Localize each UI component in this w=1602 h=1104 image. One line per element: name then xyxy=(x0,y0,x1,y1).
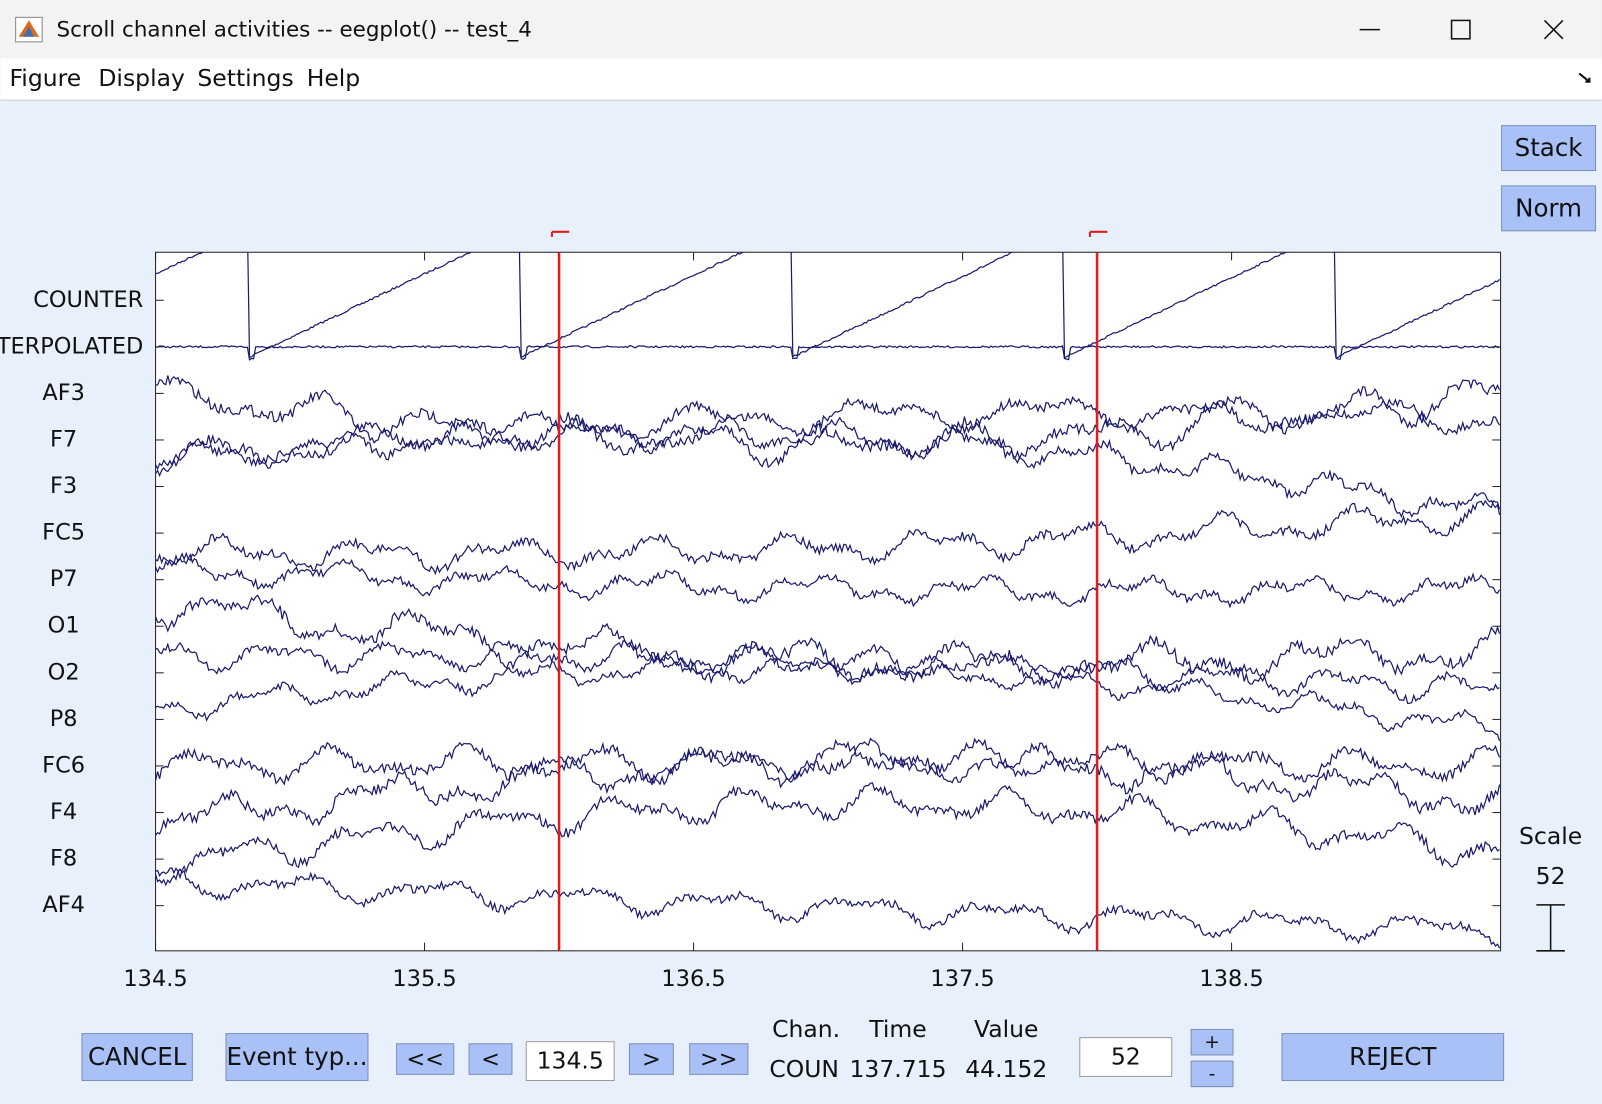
button-face xyxy=(1501,185,1597,232)
menu: Figure Display Settings Help xyxy=(10,64,361,92)
button-label: + xyxy=(1204,1032,1219,1053)
close-button[interactable] xyxy=(1543,19,1564,40)
x-tick-label: 137.5 xyxy=(930,966,994,992)
x-tick-label: 138.5 xyxy=(1199,966,1263,992)
button-face xyxy=(81,1033,193,1082)
status-value: 44.152 xyxy=(965,1055,1047,1083)
channel-label: F3 xyxy=(50,473,77,499)
button-face xyxy=(225,1033,369,1082)
button-label: Event typ... xyxy=(227,1042,368,1071)
window-title: Scroll channel activities -- eegplot() -… xyxy=(56,18,531,43)
button-label: Norm xyxy=(1515,193,1582,222)
cancel-button[interactable]: CANCEL xyxy=(81,1033,193,1082)
reject-button[interactable]: REJECT xyxy=(1281,1033,1505,1082)
button-face xyxy=(1190,1028,1234,1056)
prev-button[interactable]: < xyxy=(468,1043,513,1075)
plot-area xyxy=(155,251,1502,952)
event-marker xyxy=(1088,230,1108,237)
eeg-trace xyxy=(155,737,1501,836)
x-tick-label: 136.5 xyxy=(661,966,725,992)
eeg-trace xyxy=(155,499,1501,576)
eeg-trace xyxy=(155,638,1500,705)
maximize-button[interactable] xyxy=(1450,19,1471,40)
app-icon xyxy=(15,16,43,43)
button-label: CANCEL xyxy=(88,1042,187,1071)
button-label: >> xyxy=(700,1047,738,1073)
traces xyxy=(155,252,1501,949)
x-tick-label: 135.5 xyxy=(392,966,456,992)
status-header: Time xyxy=(868,1015,926,1043)
dock-icon[interactable] xyxy=(1578,72,1591,83)
button-face xyxy=(1190,1060,1234,1088)
scale-label: Scale xyxy=(1519,822,1582,850)
event-marker xyxy=(550,230,570,237)
scale-input-value: 52 xyxy=(1111,1043,1141,1071)
menu-item[interactable]: Display xyxy=(98,64,185,92)
channel-label: F7 xyxy=(50,426,77,452)
button-label: Stack xyxy=(1515,133,1584,162)
channel-label: P8 xyxy=(50,706,78,732)
button-label: << xyxy=(406,1047,444,1073)
x-tick-label: 134.5 xyxy=(123,966,187,992)
eeg-trace xyxy=(155,737,1501,786)
eeg-trace xyxy=(155,594,1501,690)
norm-button[interactable]: Norm xyxy=(1501,185,1597,232)
eeg-trace xyxy=(155,344,1500,361)
button-face xyxy=(1501,125,1597,172)
button-face xyxy=(1281,1033,1505,1082)
channel-label: FC6 xyxy=(42,752,85,778)
position-input[interactable]: 134.5 xyxy=(525,1041,615,1082)
channel-label: O2 xyxy=(48,659,80,685)
scale-input[interactable]: 52 xyxy=(1079,1037,1173,1077)
next-page-button[interactable]: >> xyxy=(689,1043,749,1075)
button-face xyxy=(689,1043,749,1075)
status-time: 137.715 xyxy=(849,1055,946,1083)
button-face xyxy=(628,1043,674,1075)
channel-label: P7 xyxy=(50,566,78,592)
eeg-trace xyxy=(155,782,1500,887)
channel-label: INTERPOLATED xyxy=(0,333,143,359)
button-label: REJECT xyxy=(1349,1042,1437,1071)
channel-label: FC5 xyxy=(42,520,85,546)
status-header: Chan. xyxy=(772,1015,840,1043)
eeg-trace xyxy=(155,867,1501,949)
button-face xyxy=(468,1043,513,1075)
scale-value: 52 xyxy=(1536,862,1566,890)
eeg-trace xyxy=(155,654,1501,742)
event-types-button[interactable]: Event typ... xyxy=(225,1033,369,1082)
increase-button[interactable]: + xyxy=(1190,1028,1234,1056)
channel-label: AF3 xyxy=(42,380,85,406)
menu-item[interactable]: Figure xyxy=(10,64,82,92)
scale-bar xyxy=(1536,904,1565,952)
button-label: > xyxy=(642,1047,661,1073)
channel-label: F4 xyxy=(50,799,77,825)
eeg-trace xyxy=(155,551,1501,609)
stack-button[interactable]: Stack xyxy=(1501,125,1597,172)
menu-item[interactable]: Settings xyxy=(197,64,293,92)
eeg-trace xyxy=(155,375,1501,469)
button-label: < xyxy=(481,1047,500,1073)
prev-page-button[interactable]: << xyxy=(396,1043,455,1075)
title-bar xyxy=(0,0,1602,59)
channel-label: O1 xyxy=(48,613,80,639)
channel-label: AF4 xyxy=(42,892,85,918)
status-header: Value xyxy=(974,1015,1038,1043)
eeg-trace xyxy=(155,395,1501,471)
button-label: - xyxy=(1209,1064,1216,1085)
menu-bar xyxy=(0,58,1602,101)
eeg-trace xyxy=(155,415,1501,519)
position-value: 134.5 xyxy=(537,1047,604,1075)
eeg-trace xyxy=(155,252,1501,359)
button-face xyxy=(396,1043,455,1075)
next-button[interactable]: > xyxy=(628,1043,674,1075)
channel-label: COUNTER xyxy=(33,287,143,313)
status-channel: COUN xyxy=(769,1055,839,1083)
menu-item[interactable]: Help xyxy=(307,64,361,92)
channel-label: F8 xyxy=(50,846,77,872)
decrease-button[interactable]: - xyxy=(1190,1060,1234,1088)
